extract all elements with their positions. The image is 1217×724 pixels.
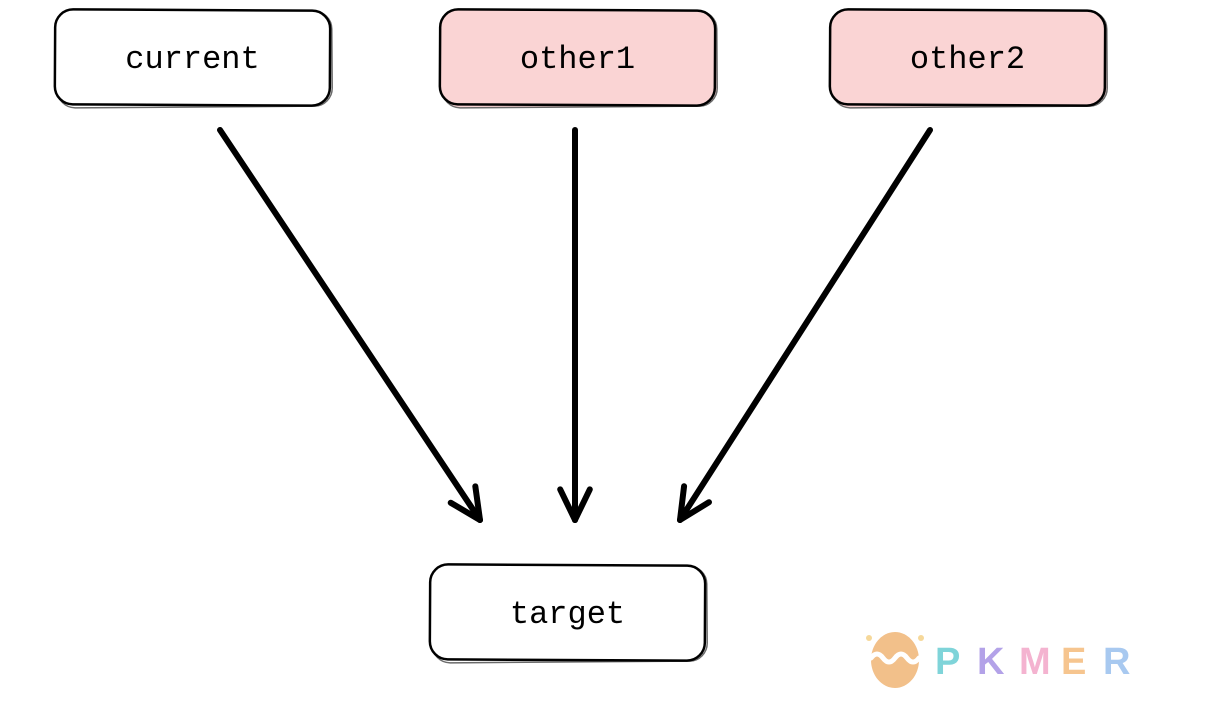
watermark-letter: E (1061, 641, 1092, 683)
edge-current-to-target (220, 129, 481, 520)
edge-other1-to-target (560, 129, 590, 520)
node-label-current: current (125, 41, 259, 78)
node-current: current (55, 9, 333, 108)
watermark-letter: K (977, 641, 1010, 683)
watermark-letter: P (935, 641, 966, 683)
watermark: PKMER (866, 632, 1136, 688)
node-other1: other1 (440, 9, 718, 108)
node-other2: other2 (830, 9, 1108, 108)
node-target: target (430, 564, 708, 663)
node-label-target: target (510, 596, 625, 633)
watermark-letter: M (1019, 641, 1057, 683)
watermark-letter: R (1103, 641, 1136, 683)
node-label-other2: other2 (910, 41, 1025, 78)
edge-other2-to-target (680, 129, 931, 520)
node-label-other1: other1 (520, 41, 635, 78)
pkmer-icon (866, 632, 924, 688)
diagram-canvas: current other1 other2 target PKMER (0, 0, 1217, 724)
